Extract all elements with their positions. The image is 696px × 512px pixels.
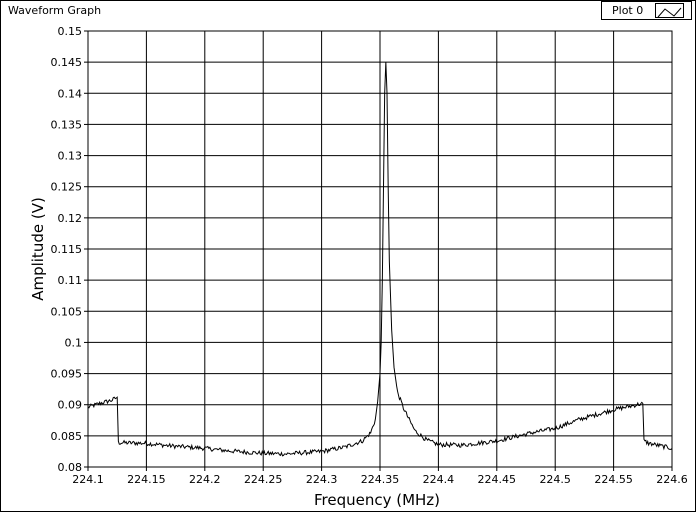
y-axis-ticks: 0.08 0.085 0.09 0.095 0.1 0.105 0.11 0.115 0.12 0… xyxy=(51,25,88,474)
x-tick-label: 224.2 xyxy=(189,473,221,486)
y-tick-label: 0.11 xyxy=(58,274,83,287)
line-style-icon[interactable] xyxy=(655,3,684,18)
y-tick-label: 0.13 xyxy=(58,150,83,163)
y-tick-label: 0.095 xyxy=(51,368,83,381)
y-tick-label: 0.085 xyxy=(51,430,83,443)
x-tick-label: 224.6 xyxy=(656,473,688,486)
y-tick-label: 0.115 xyxy=(51,243,83,256)
y-tick-label: 0.08 xyxy=(58,461,83,474)
y-tick-label: 0.09 xyxy=(58,399,83,412)
y-tick-label: 0.105 xyxy=(51,305,83,318)
y-tick-label: 0.145 xyxy=(51,56,83,69)
plot-legend[interactable]: Plot 0 xyxy=(601,1,692,20)
graph-title: Waveform Graph xyxy=(8,4,102,17)
x-tick-label: 224.1 xyxy=(72,473,104,486)
x-axis-ticks: 224.1 224.15 224.2 224.25 224.3 224.35 224.4 22… xyxy=(72,467,688,486)
y-axis-title: Amplitude (V) xyxy=(29,197,47,301)
x-tick-label: 224.35 xyxy=(361,473,400,486)
x-tick-label: 224.15 xyxy=(127,473,166,486)
y-tick-label: 0.12 xyxy=(58,212,83,225)
x-tick-label: 224.25 xyxy=(244,473,283,486)
y-tick-label: 0.15 xyxy=(58,25,83,38)
y-tick-label: 0.125 xyxy=(51,181,83,194)
y-tick-label: 0.1 xyxy=(65,336,83,349)
legend-label: Plot 0 xyxy=(612,4,644,17)
x-tick-label: 224.5 xyxy=(539,473,571,486)
y-tick-label: 0.135 xyxy=(51,118,83,131)
x-tick-label: 224.45 xyxy=(478,473,517,486)
x-tick-label: 224.4 xyxy=(423,473,455,486)
y-tick-label: 0.14 xyxy=(58,87,83,100)
x-tick-label: 224.55 xyxy=(594,473,633,486)
x-tick-label: 224.3 xyxy=(306,473,338,486)
waveform-trace xyxy=(87,62,673,457)
x-axis-title: Frequency (MHz) xyxy=(314,491,440,509)
